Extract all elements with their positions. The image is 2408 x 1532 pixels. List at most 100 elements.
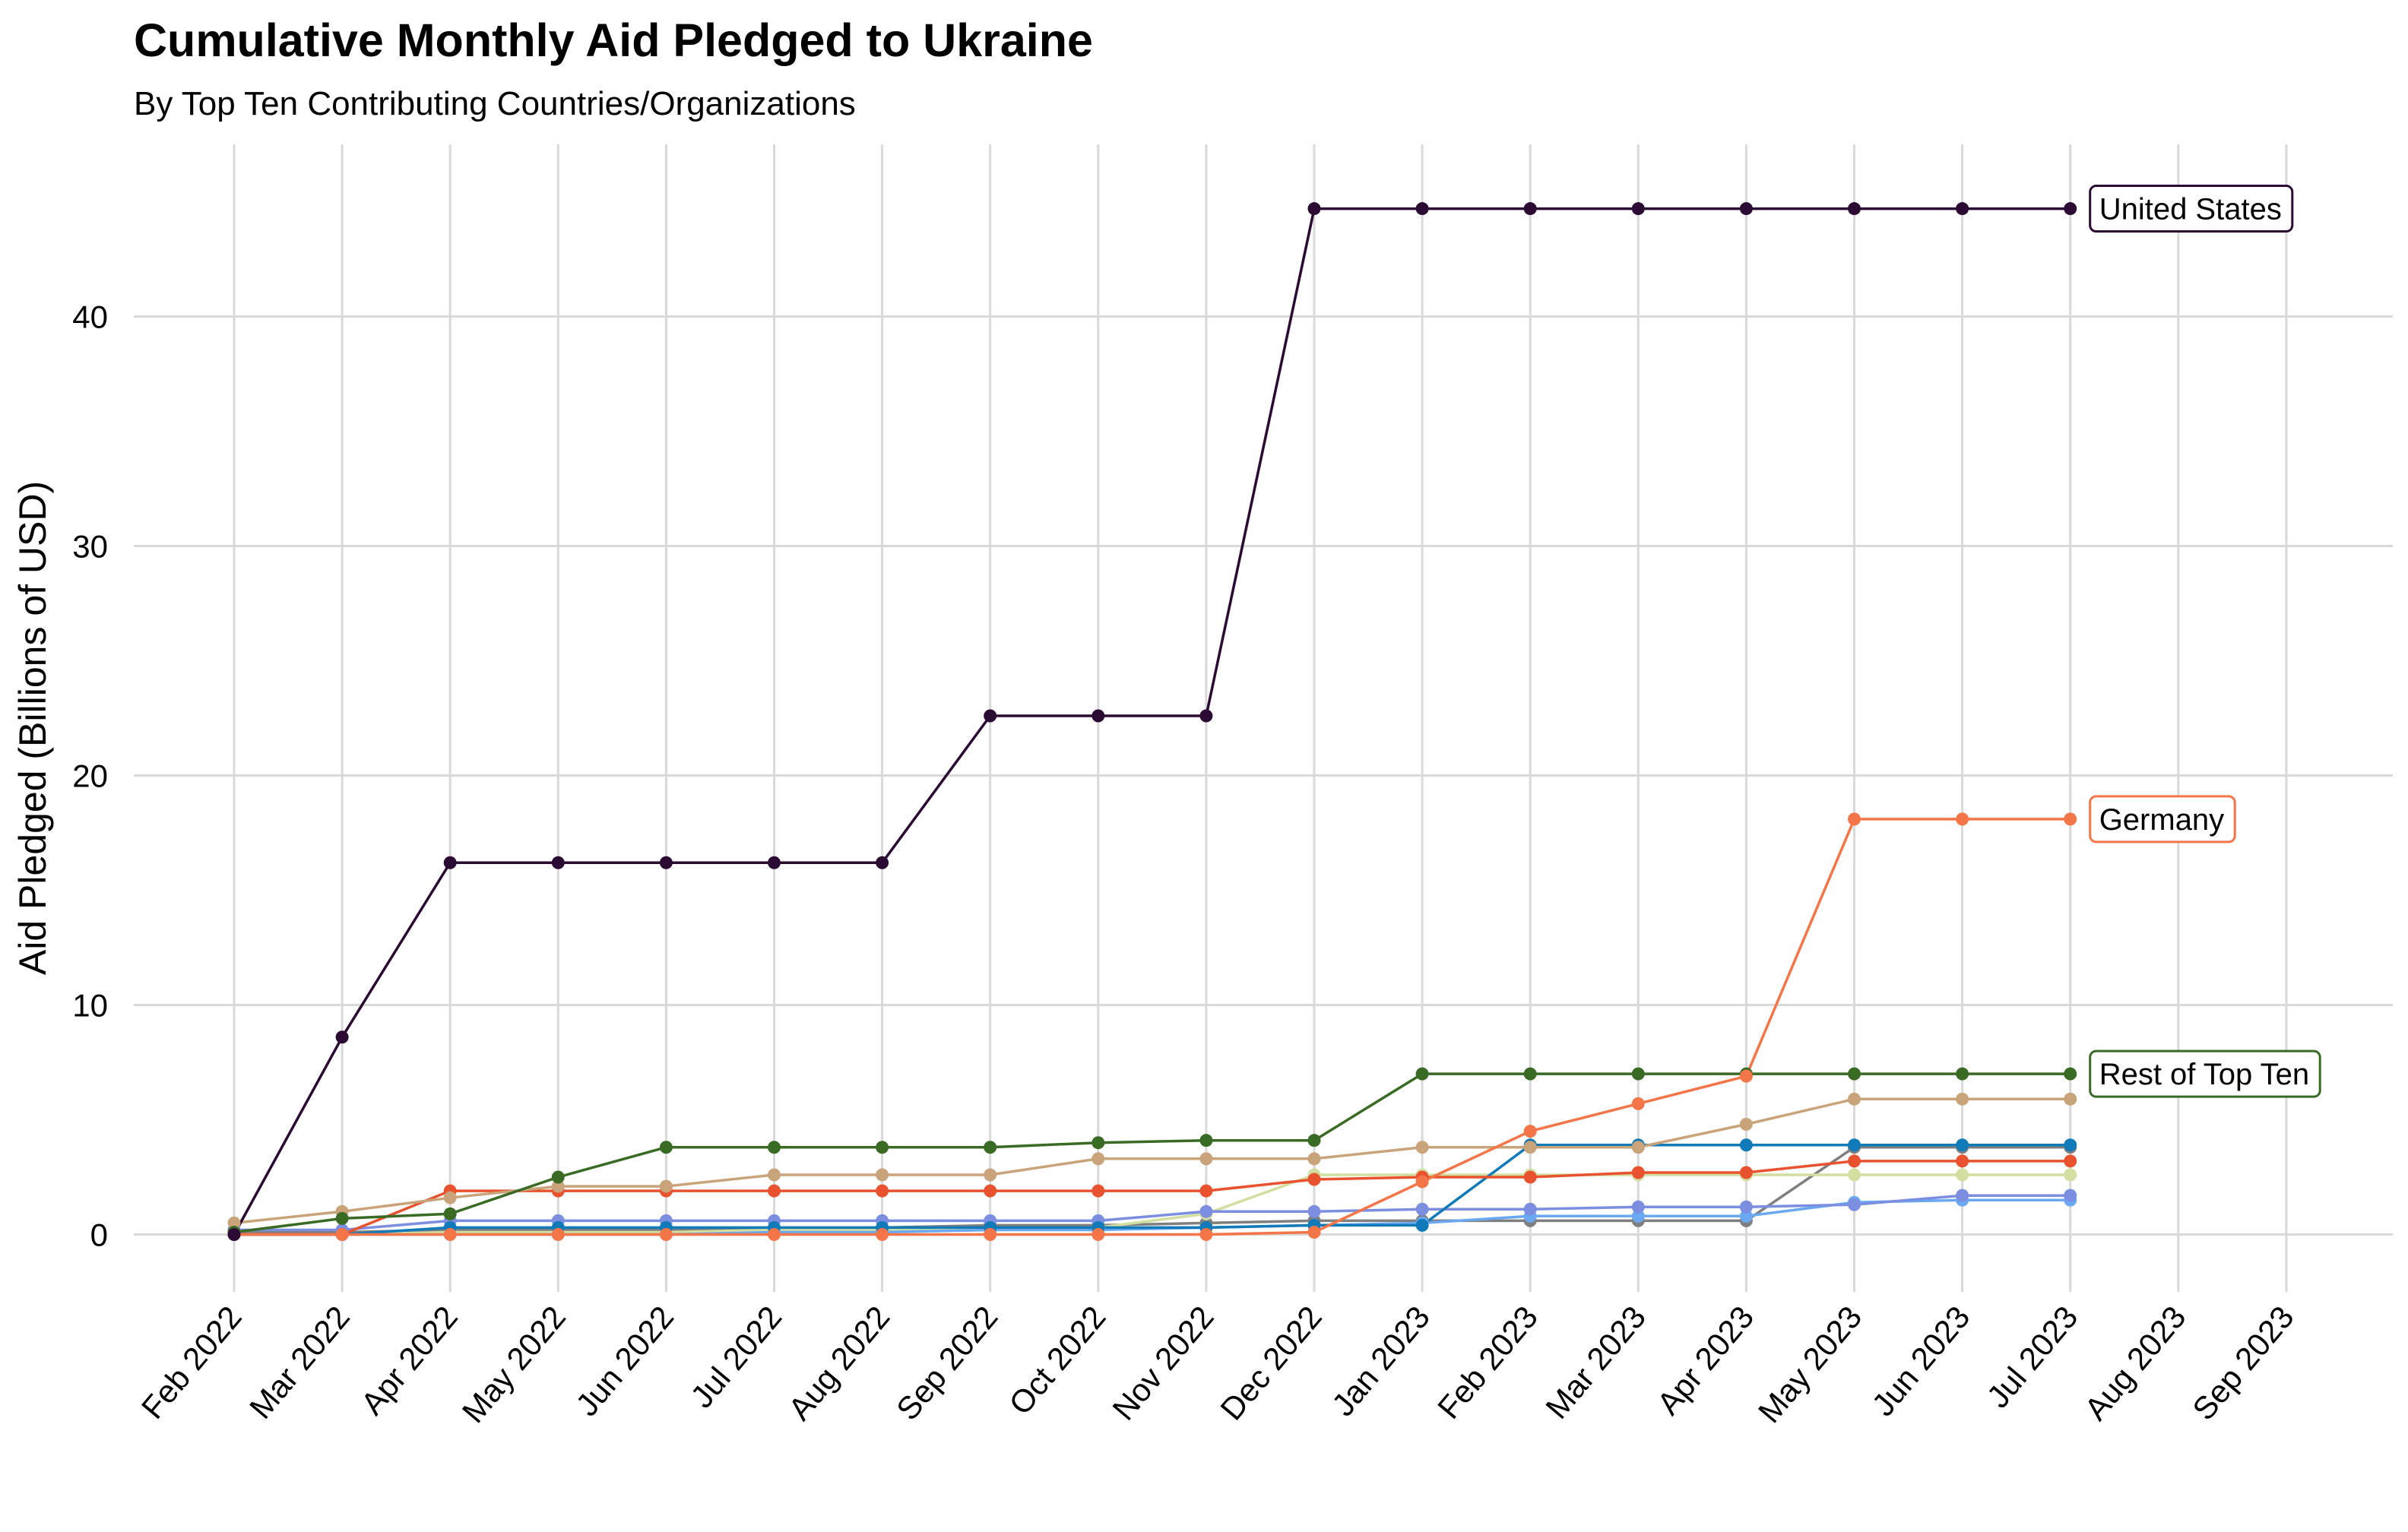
data-point [659,856,673,869]
points-layer [227,202,2077,1241]
x-tick-label: Mar 2022 [242,1299,356,1426]
data-point [1415,1175,1429,1189]
y-tick-label: 40 [72,299,108,335]
data-point [2064,1092,2077,1106]
data-point [335,1228,349,1241]
data-point [1199,709,1213,723]
x-tick-label: Aug 2023 [2077,1299,2193,1427]
data-point [1956,202,1969,216]
data-point [1415,1141,1429,1154]
data-point [1956,1168,1969,1182]
x-tick-label: Sep 2023 [2185,1299,2301,1427]
data-point [984,1141,997,1154]
data-point [1956,1189,1969,1202]
data-point [1956,812,1969,826]
series-line [233,1072,2071,1234]
y-axis-title: Aid Pledged (Billions of USD) [11,481,54,975]
y-tick-label: 20 [72,758,108,794]
series-line [234,1143,2071,1236]
data-point [1307,1225,1321,1239]
data-point [443,1207,457,1220]
data-point [1523,1202,1537,1216]
data-point [1199,1152,1213,1166]
x-tick-label: Apr 2022 [354,1299,465,1422]
data-point [1307,1134,1321,1147]
end-label-box [2089,795,2236,844]
x-tick-label: May 2022 [455,1299,573,1430]
y-tick-label: 30 [72,529,108,565]
end-labels-layer: Rest of Top Ten Germany United States [2089,185,2321,1098]
data-point [1199,1204,1213,1218]
series-line [234,1194,2071,1232]
end-label-text: Rest of Top Ten [2099,1058,2309,1091]
data-point [2064,812,2077,826]
data-point [1848,1198,1861,1211]
data-point [1739,1118,1753,1132]
data-point [768,1141,781,1154]
data-point [1848,1138,1861,1152]
data-point [443,1191,457,1204]
data-point [2064,1168,2077,1182]
x-tick-label: Nov 2022 [1105,1299,1221,1427]
x-tick-label: Jul 2023 [1980,1299,2085,1415]
data-point [1631,1166,1645,1179]
x-tick-label: Feb 2022 [135,1299,249,1426]
data-point [2064,1189,2077,1202]
data-point [1631,1200,1645,1214]
data-point [1631,202,1645,216]
data-point [2064,202,2077,216]
data-point [335,1030,349,1044]
grid-layer [134,144,2393,1292]
data-point [1739,1166,1753,1179]
data-point [1848,1154,1861,1168]
data-point [876,856,889,869]
x-tick-label: Jun 2023 [1865,1299,1976,1423]
series-line [233,1097,2071,1225]
data-point [984,1168,997,1182]
x-tick-label: Apr 2023 [1650,1299,1761,1422]
end-label-box [2089,1049,2321,1098]
data-point [1956,1067,1969,1081]
series-line [234,1145,2071,1234]
data-point [443,856,457,869]
series-line [234,1160,2071,1236]
data-point [2064,1154,2077,1168]
data-point [768,1228,781,1241]
series-line [233,207,2071,1236]
data-point [551,1179,565,1193]
data-point [1199,1184,1213,1198]
data-point [768,1168,781,1182]
data-point [1307,1173,1321,1186]
data-point [1199,1134,1213,1147]
data-point [984,1184,997,1198]
data-point [551,1170,565,1184]
chart-subtitle: By Top Ten Contributing Countries/Organi… [134,85,856,122]
data-point [1307,1204,1321,1218]
data-point [1092,1228,1105,1241]
x-tick-label: Jun 2022 [569,1299,680,1423]
data-point [876,1184,889,1198]
data-point [876,1168,889,1182]
data-point [1631,1097,1645,1110]
y-axis: 0 10 20 30 40 [72,299,108,1253]
data-point [1848,1092,1861,1106]
data-point [1092,1184,1105,1198]
data-point [1631,1067,1645,1081]
end-label-text: Germany [2099,803,2225,837]
data-point [1415,1067,1429,1081]
data-point [984,1228,997,1241]
end-label-text: United States [2099,193,2282,226]
data-point [1848,812,1861,826]
data-point [1631,1209,1645,1223]
data-point [1848,1168,1861,1182]
data-point [227,1228,241,1241]
series-end-label: Germany [2089,795,2236,844]
data-point [1199,1228,1213,1241]
data-point [1415,1218,1429,1232]
data-point [1307,202,1321,216]
data-point [876,1228,889,1241]
x-tick-label: Aug 2022 [781,1299,897,1427]
data-point [1523,202,1537,216]
data-point [659,1179,673,1193]
data-point [1956,1092,1969,1106]
